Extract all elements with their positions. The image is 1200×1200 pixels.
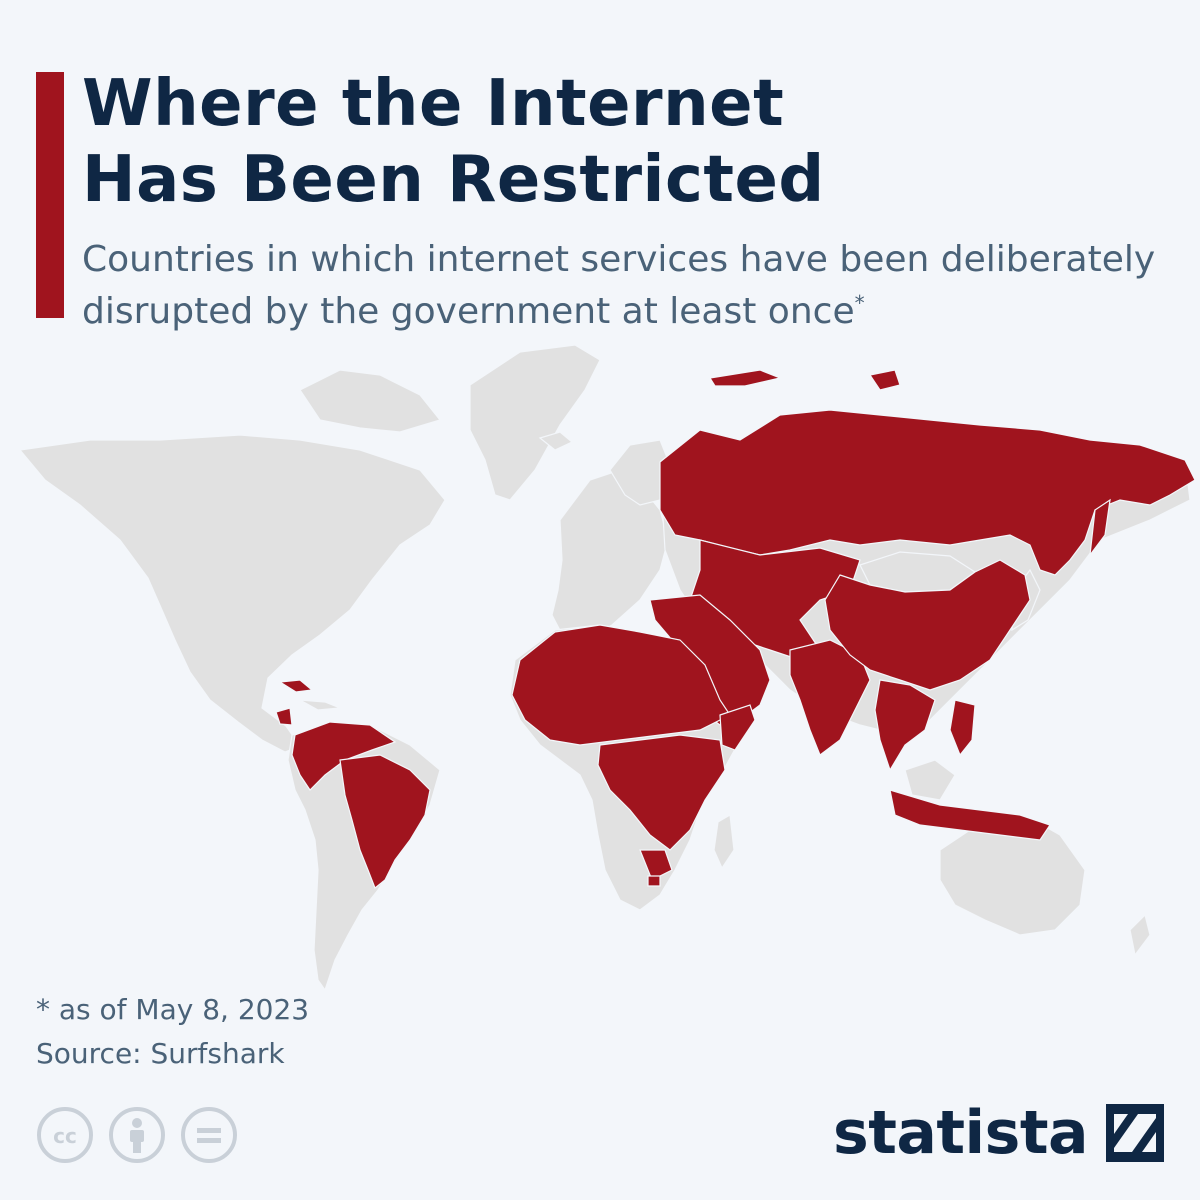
footnote-source: Source: Surfshark bbox=[36, 1037, 285, 1070]
map-highlighted-regions bbox=[275, 369, 1196, 889]
subtitle-asterisk: * bbox=[854, 291, 865, 315]
region-brazil bbox=[339, 754, 431, 889]
chart-subtitle: Countries in which internet services hav… bbox=[82, 234, 1182, 338]
subtitle-line-1: Countries in which internet services hav… bbox=[82, 239, 1156, 280]
region-arctic-islands-2 bbox=[869, 369, 901, 391]
region-north-africa bbox=[511, 624, 731, 746]
title-line-1: Where the Internet bbox=[82, 67, 785, 141]
region-russia bbox=[659, 409, 1196, 576]
land-caribbean bbox=[299, 699, 341, 711]
land-borneo bbox=[904, 759, 956, 801]
region-cuba bbox=[278, 679, 314, 693]
statista-logo[interactable]: statista bbox=[833, 1098, 1164, 1168]
region-arctic-islands bbox=[709, 369, 783, 387]
chart-title: Where the Internet Has Been Restricted bbox=[82, 66, 1162, 218]
footnote: * as of May 8, 2023 Source: Surfshark bbox=[36, 988, 309, 1076]
brand-name: statista bbox=[832, 1098, 1089, 1168]
region-somalia bbox=[719, 704, 756, 751]
region-china bbox=[824, 559, 1031, 691]
world-map bbox=[18, 344, 1196, 990]
region-southern-africa-part bbox=[639, 849, 673, 881]
title-line-2: Has Been Restricted bbox=[82, 143, 825, 217]
region-central-east-africa bbox=[597, 734, 726, 851]
attribution-icon[interactable] bbox=[108, 1106, 166, 1164]
region-kamchatka bbox=[1089, 498, 1111, 558]
region-indonesia bbox=[889, 789, 1051, 841]
land-arctic-islands bbox=[299, 369, 442, 433]
land-madagascar bbox=[713, 814, 735, 870]
region-philippines bbox=[949, 699, 976, 757]
subtitle-line-2-text: disrupted by the government at least onc… bbox=[82, 291, 855, 332]
region-nicaragua bbox=[275, 707, 293, 726]
statista-mark-icon bbox=[1106, 1104, 1164, 1162]
creative-commons-icon[interactable]: cc bbox=[36, 1106, 94, 1164]
svg-text:cc: cc bbox=[53, 1124, 77, 1148]
no-derivatives-icon[interactable] bbox=[180, 1106, 238, 1164]
region-south-africa-spot bbox=[647, 875, 661, 887]
region-southeast-asia bbox=[874, 679, 936, 772]
footnote-date: * as of May 8, 2023 bbox=[36, 993, 310, 1026]
land-greenland bbox=[469, 344, 601, 501]
title-accent-bar bbox=[36, 72, 64, 318]
subtitle-line-2: disrupted by the government at least onc… bbox=[82, 286, 1182, 338]
land-new-zealand bbox=[1129, 913, 1151, 957]
land-iceland bbox=[538, 431, 574, 451]
land-north-america bbox=[18, 434, 446, 753]
